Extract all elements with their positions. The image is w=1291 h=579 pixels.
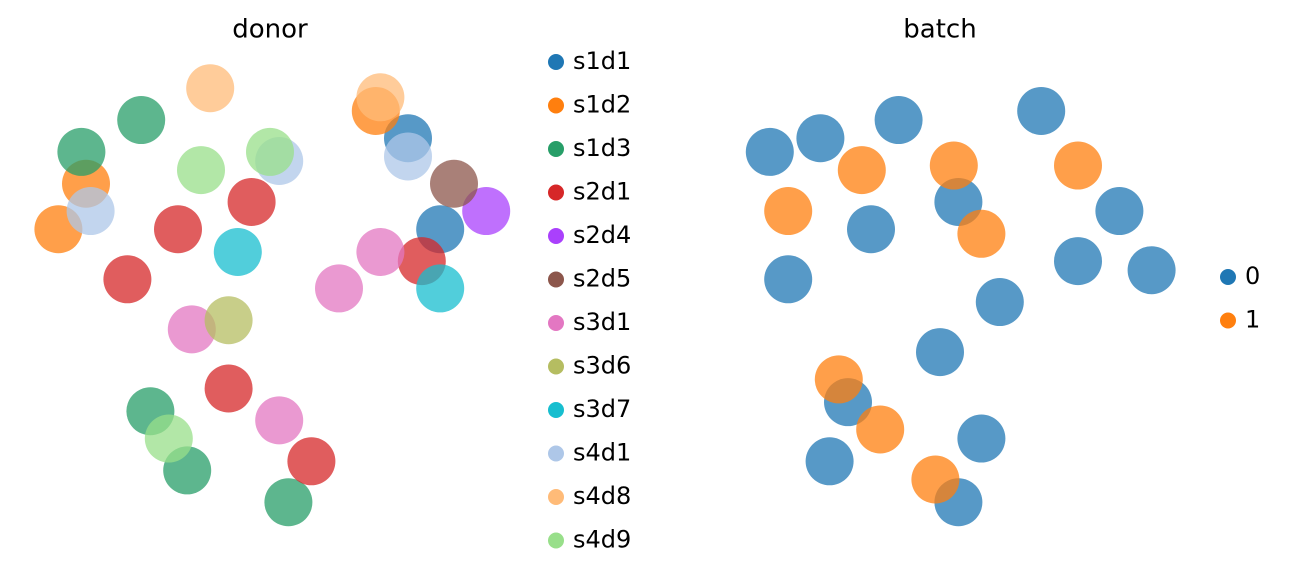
point-cloud xyxy=(356,228,405,276)
point-cloud xyxy=(144,414,193,463)
point-cloud xyxy=(186,64,235,113)
legend-marker xyxy=(1220,312,1236,329)
point-cloud xyxy=(66,187,115,236)
point-cloud xyxy=(847,205,895,254)
legend-label: 1 xyxy=(1245,306,1260,334)
legend-marker xyxy=(548,271,564,288)
point-cloud xyxy=(764,255,813,304)
point-cloud xyxy=(356,73,405,122)
legend-label: s4d9 xyxy=(573,526,631,554)
point-cloud xyxy=(177,146,225,195)
legend-label: s4d1 xyxy=(573,439,631,467)
point-cloud xyxy=(255,396,304,445)
legend-label: s2d5 xyxy=(573,265,631,293)
point-cloud xyxy=(1095,187,1144,236)
point-cloud xyxy=(1127,246,1176,295)
point-cloud xyxy=(911,455,960,504)
point-cloud xyxy=(227,177,276,226)
point-cloud xyxy=(154,205,202,254)
point-cloud xyxy=(874,96,923,145)
point-cloud xyxy=(805,437,854,486)
legend-marker xyxy=(548,54,564,70)
point-cloud xyxy=(929,141,978,190)
point-cloud xyxy=(916,328,964,377)
point-cloud xyxy=(957,209,1006,258)
point-cloud xyxy=(814,355,863,404)
point-cloud xyxy=(837,146,886,195)
legend-label: s3d6 xyxy=(573,352,631,380)
point-cloud xyxy=(764,187,813,236)
point-cloud xyxy=(975,278,1024,327)
point-cloud xyxy=(246,127,294,176)
legend-marker xyxy=(548,97,564,114)
point-cloud xyxy=(204,364,253,413)
point-cloud xyxy=(462,187,511,236)
point-cloud xyxy=(264,478,313,527)
legend-marker xyxy=(548,532,564,549)
point-cloud xyxy=(213,228,262,276)
legend-label: s3d7 xyxy=(573,395,631,423)
legend-marker xyxy=(1220,269,1236,285)
point-cloud xyxy=(957,414,1006,463)
legend-marker xyxy=(548,184,564,201)
panel-title: donor xyxy=(232,15,308,45)
point-cloud xyxy=(856,405,905,454)
point-cloud xyxy=(204,296,253,345)
point-cloud xyxy=(117,96,166,145)
point-cloud xyxy=(745,127,794,176)
point-cloud xyxy=(416,264,465,313)
legend-label: s1d1 xyxy=(573,47,631,75)
legend-label: s1d2 xyxy=(573,91,631,119)
point-cloud xyxy=(1054,141,1102,190)
point-cloud xyxy=(796,114,845,163)
legend-label: 0 xyxy=(1245,262,1260,290)
legend-marker xyxy=(548,489,564,505)
point-cloud xyxy=(384,132,432,181)
point-cloud xyxy=(430,159,478,208)
legend-label: s3d1 xyxy=(573,308,631,336)
legend-marker xyxy=(548,402,564,418)
legend-marker xyxy=(548,358,564,375)
point-cloud xyxy=(1017,86,1066,135)
legend-marker xyxy=(548,315,564,331)
point-cloud xyxy=(315,264,363,313)
point-cloud xyxy=(1054,237,1102,286)
legend-marker xyxy=(548,445,564,462)
legend-marker xyxy=(548,228,564,244)
legend-label: s2d4 xyxy=(573,221,631,249)
legend-label: s2d1 xyxy=(573,178,631,206)
point-cloud xyxy=(57,127,106,176)
legend-marker xyxy=(548,141,564,157)
point-cloud xyxy=(103,255,152,304)
legend-label: s4d8 xyxy=(573,482,631,510)
panel-title: batch xyxy=(903,15,976,45)
legend-label: s1d3 xyxy=(573,134,631,162)
point-cloud xyxy=(287,437,336,486)
point-cloud xyxy=(167,305,216,354)
